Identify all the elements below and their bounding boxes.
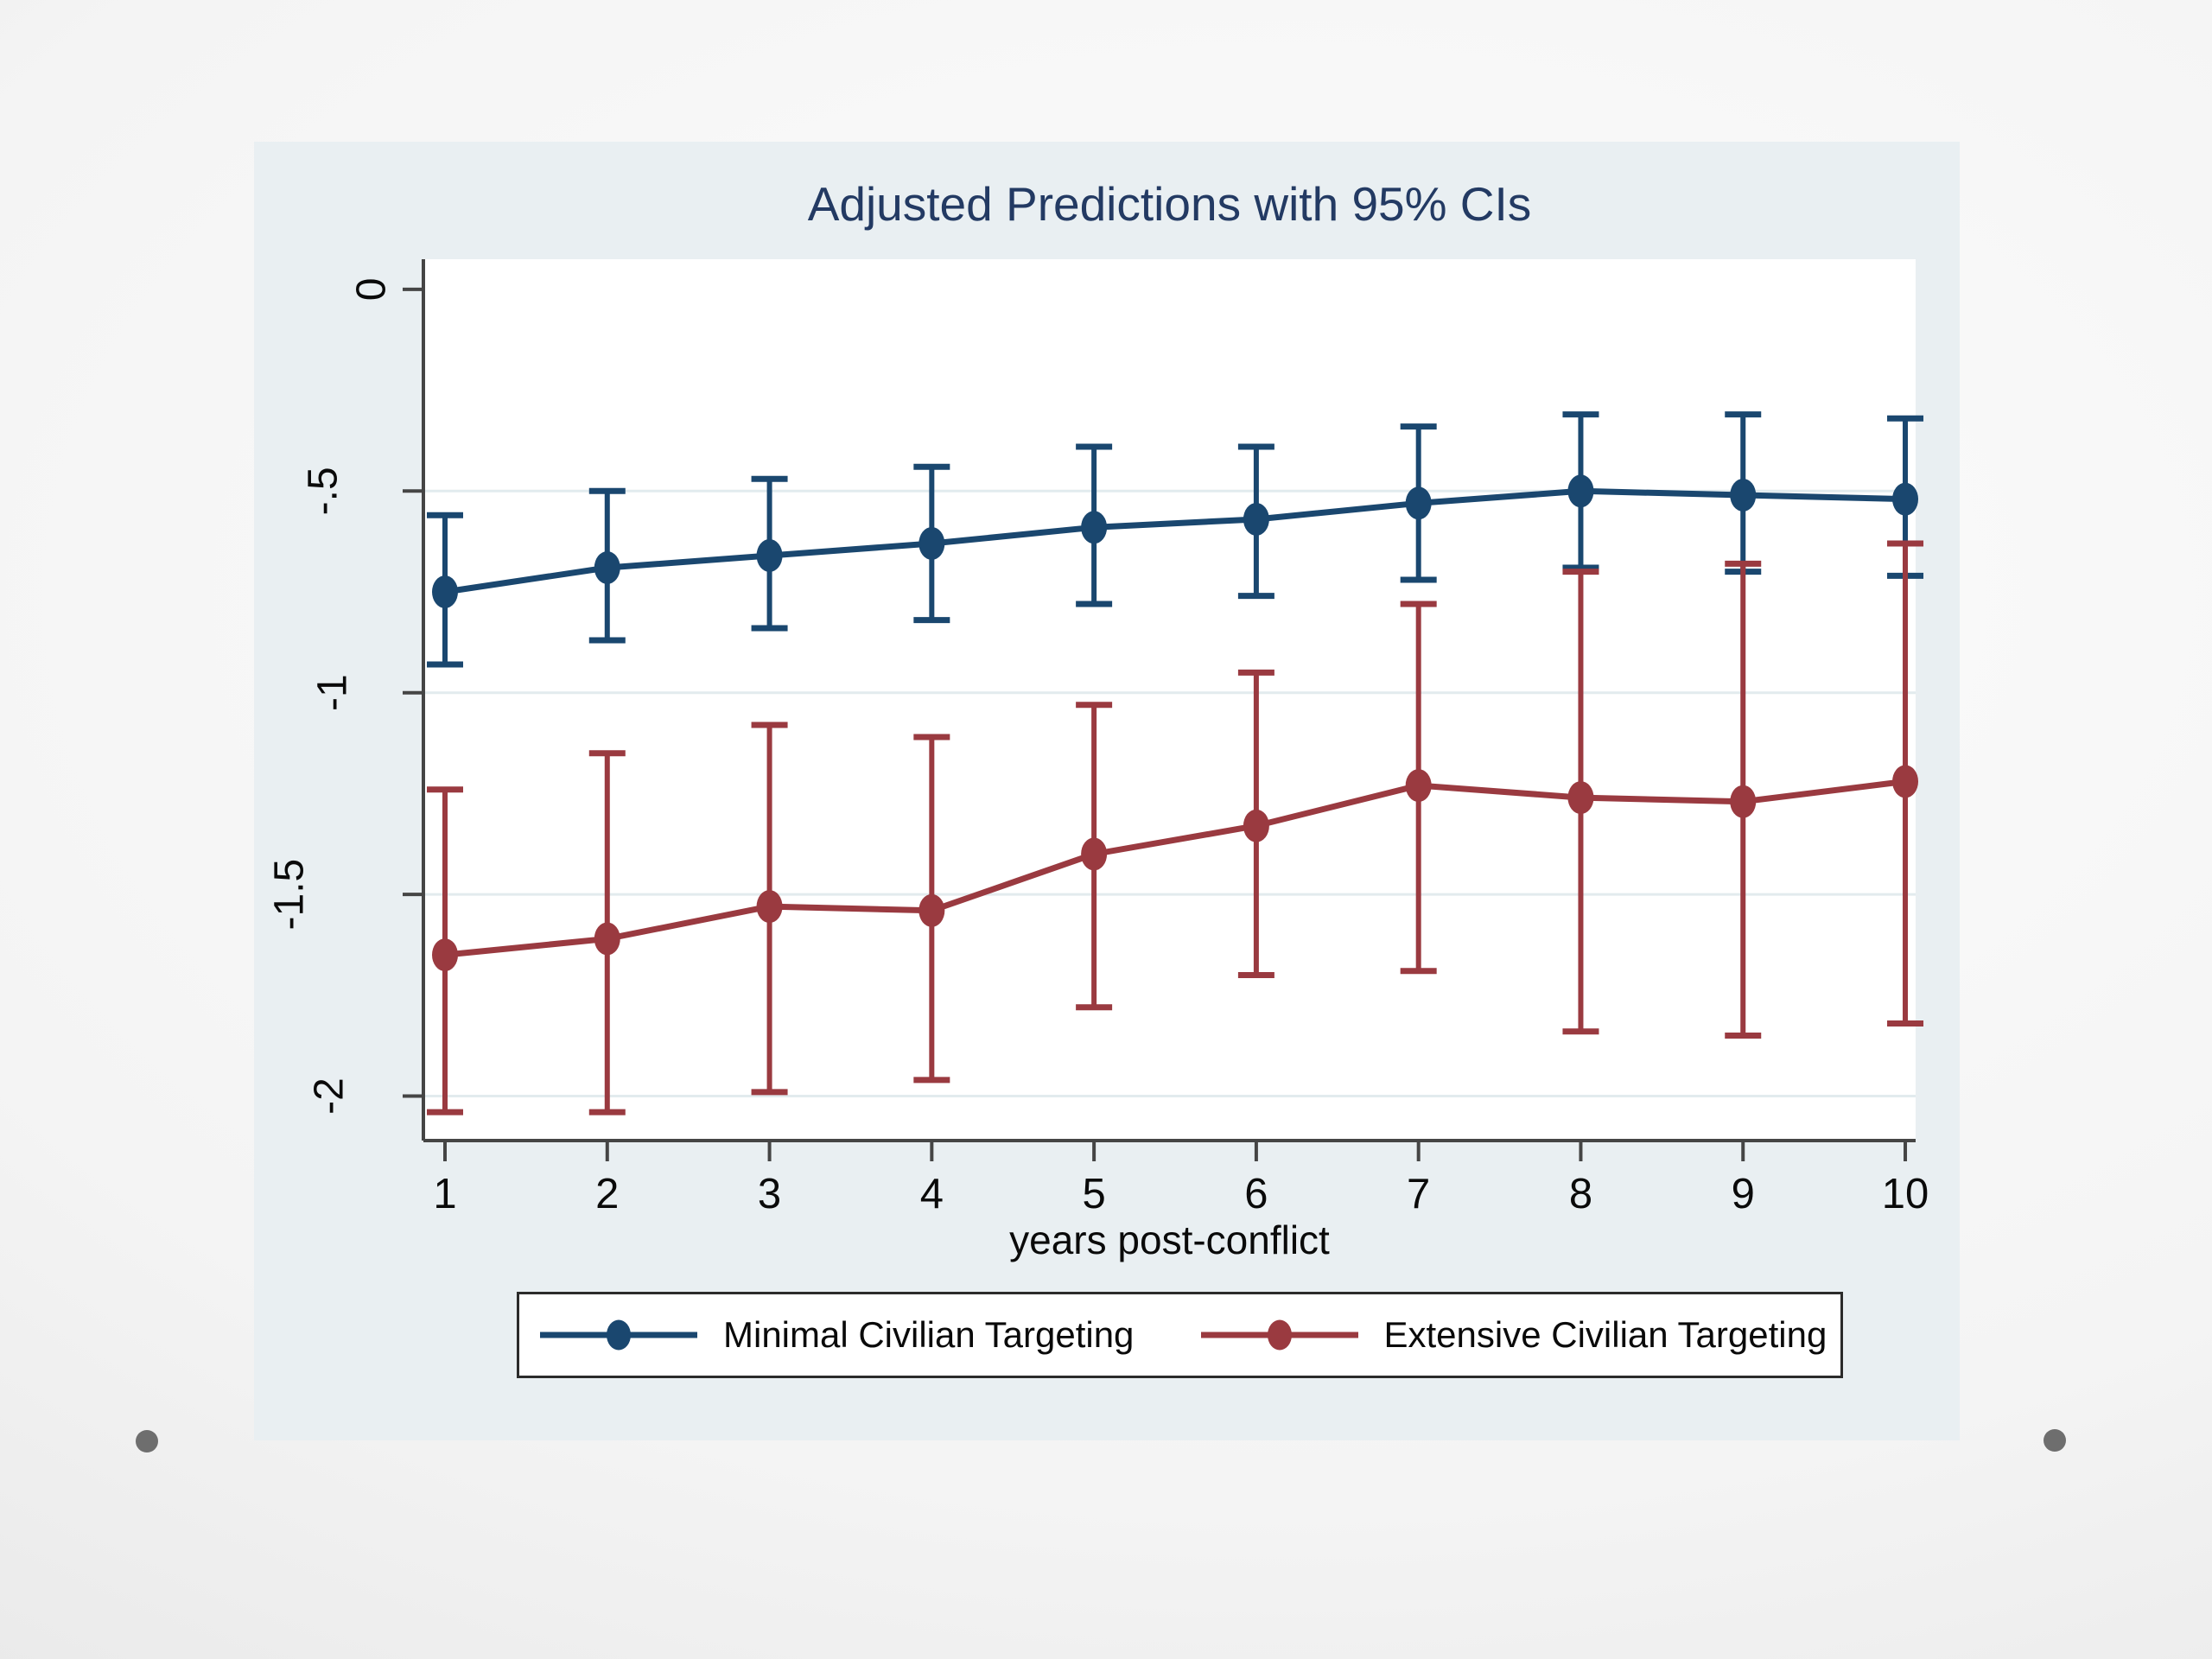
slide-corner-dot-right	[2044, 1429, 2066, 1452]
x-tick-label: 8	[1569, 1171, 1592, 1217]
x-tick-label: 10	[1882, 1171, 1929, 1217]
y-tick-label: -1.5	[267, 859, 313, 931]
series-line	[444, 487, 1906, 595]
legend-marker-line-dot-icon	[540, 1319, 697, 1351]
data-point	[432, 575, 458, 608]
data-point	[1892, 482, 1919, 516]
x-tick-label: 1	[433, 1171, 456, 1217]
chart-title: Adjusted Predictions with 95% CIs	[807, 177, 1532, 231]
x-tick-label: 2	[595, 1171, 619, 1217]
series-line	[444, 778, 1906, 958]
data-point	[594, 922, 620, 956]
data-point	[756, 538, 783, 572]
data-point	[1567, 474, 1594, 508]
legend-marker-line-dot-icon	[1200, 1319, 1358, 1351]
legend-item-extensive: Extensive Civilian Targeting	[1180, 1314, 1841, 1356]
legend-item-minimal: Minimal Civilian Targeting	[519, 1314, 1180, 1356]
data-point	[1405, 486, 1432, 520]
slide-corner-dot-left	[136, 1430, 158, 1452]
data-point	[1243, 809, 1269, 842]
legend: Minimal Civilian Targeting Extensive Civ…	[517, 1292, 1843, 1378]
plot-background	[423, 259, 1916, 1141]
y-tick-label: -.5	[301, 467, 346, 515]
x-axis-label: years post-conflict	[1009, 1217, 1330, 1262]
y-tick-label: -2	[307, 1077, 353, 1115]
x-tick-label: 5	[1082, 1171, 1105, 1217]
data-point	[918, 893, 945, 927]
legend-dot	[607, 1319, 631, 1351]
chart-panel: Adjusted Predictions with 95% CIs 0 -.5 -1…	[254, 142, 1960, 1440]
data-point	[1730, 478, 1757, 512]
data-point	[594, 550, 620, 584]
data-point	[918, 526, 945, 560]
data-point	[1081, 511, 1108, 544]
x-tick-label: 7	[1407, 1171, 1430, 1217]
legend-label: Extensive Civilian Targeting	[1383, 1314, 1827, 1355]
data-point	[1892, 765, 1919, 798]
legend-label: Minimal Civilian Targeting	[723, 1314, 1135, 1355]
y-tick-label: -1	[310, 674, 356, 711]
data-point	[1081, 837, 1108, 871]
chart-plot-area: 0 -.5 -1 -1.5 -2 1 2 3 4 5 6 7 8 9 10	[267, 259, 1929, 1217]
x-tick-label: 9	[1732, 1171, 1755, 1217]
y-tick-label: 0	[349, 278, 395, 302]
x-tick-label: 6	[1244, 1171, 1268, 1217]
data-point	[1567, 781, 1594, 815]
legend-dot	[1267, 1319, 1292, 1351]
data-point	[1243, 502, 1269, 536]
x-tick-label: 4	[920, 1171, 944, 1217]
data-point	[432, 938, 458, 972]
data-point	[756, 890, 783, 924]
data-point	[1730, 785, 1757, 818]
x-tick-label: 3	[758, 1171, 781, 1217]
data-point	[1405, 769, 1432, 803]
